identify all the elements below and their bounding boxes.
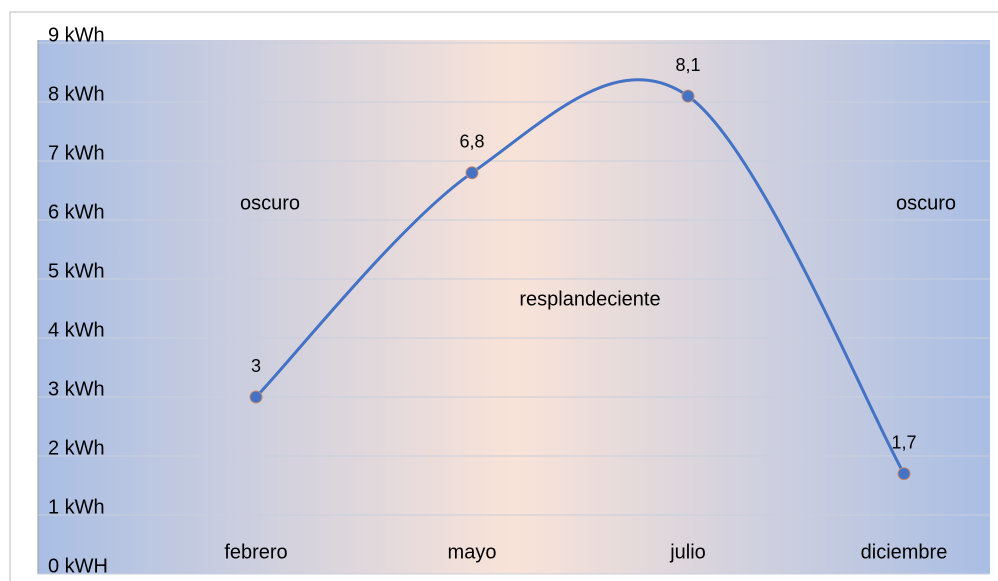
marker [465, 166, 479, 180]
x-tick-label: febrero [224, 541, 287, 563]
data-label: 3 [251, 356, 261, 376]
y-tick-label: 0 kWH [48, 555, 108, 577]
x-tick-label: diciembre [861, 541, 948, 563]
y-tick-label: 1 kWh [48, 496, 105, 518]
data-label: 6,8 [459, 132, 484, 152]
x-tick-label: julio [669, 541, 706, 563]
x-tick-label: mayo [448, 541, 497, 563]
annotation: oscuro [240, 192, 300, 214]
marker [681, 89, 695, 103]
y-tick-label: 6 kWh [48, 201, 105, 223]
y-tick-label: 2 kWh [48, 437, 105, 459]
y-tick-label: 5 kWh [48, 260, 105, 282]
y-tick-label: 8 kWh [48, 83, 105, 105]
y-tick-label: 7 kWh [48, 142, 105, 164]
marker [249, 390, 263, 404]
annotation: oscuro [896, 192, 956, 214]
annotation: resplandeciente [519, 288, 660, 310]
plot-background [38, 40, 990, 574]
y-tick-label: 9 kWh [48, 24, 105, 46]
marker [897, 467, 911, 481]
y-tick-label: 4 kWh [48, 319, 105, 341]
y-tick-label: 3 kWh [48, 378, 105, 400]
data-label: 8,1 [675, 55, 700, 75]
line [254, 78, 906, 475]
data-label: 1,7 [891, 432, 916, 452]
